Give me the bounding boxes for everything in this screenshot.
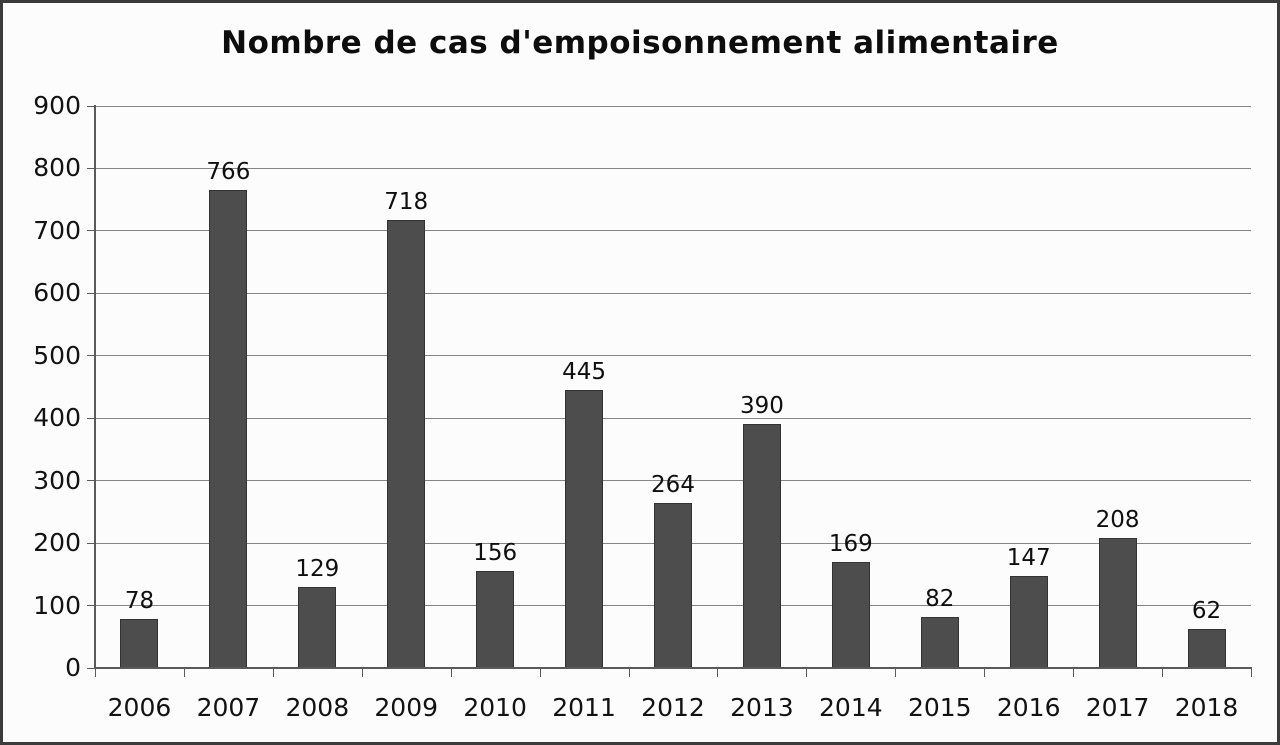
x-axis-label: 2017 xyxy=(1085,693,1150,722)
bar-value-label: 129 xyxy=(295,556,340,583)
x-axis-tick xyxy=(272,668,274,677)
bar-value-label: 390 xyxy=(739,393,784,420)
bar xyxy=(565,390,604,668)
y-axis-label: 800 xyxy=(33,153,81,183)
y-axis-tick xyxy=(87,417,95,419)
gridline xyxy=(95,230,1251,232)
y-axis-label: 200 xyxy=(33,528,81,558)
x-axis-label: 2006 xyxy=(107,693,172,722)
y-axis-tick xyxy=(87,667,95,669)
x-axis-label: 2009 xyxy=(374,693,439,722)
chart-title: Nombre de cas d'empoisonnement alimentai… xyxy=(221,25,1059,61)
x-axis-tick xyxy=(1251,668,1252,677)
y-axis-label: 300 xyxy=(33,465,81,495)
y-axis-label: 100 xyxy=(33,590,81,620)
y-axis-tick xyxy=(87,355,95,357)
bar-value-label: 147 xyxy=(1006,545,1051,572)
x-axis-label: 2015 xyxy=(907,693,972,722)
y-axis-label: 500 xyxy=(33,340,81,370)
bar xyxy=(831,562,870,668)
chart-plot-area: 0 100 200 300 400 500 600 700 800 900 78 2006 766 200… xyxy=(3,3,1277,742)
bar-value-label: 264 xyxy=(651,472,695,499)
bar xyxy=(920,616,959,668)
x-axis-label: 2018 xyxy=(1174,693,1239,722)
gridline xyxy=(95,355,1251,357)
gridline xyxy=(95,292,1251,294)
y-axis-label: 700 xyxy=(33,215,81,245)
y-axis-tick xyxy=(87,167,95,169)
bar-value-label: 62 xyxy=(1191,598,1222,625)
bar-value-label: 78 xyxy=(124,588,155,615)
x-axis-tick xyxy=(183,668,185,677)
gridline xyxy=(95,167,1251,169)
y-axis-line xyxy=(94,105,96,669)
x-axis-tick xyxy=(984,668,986,677)
gridline xyxy=(95,105,1251,107)
x-axis-tick xyxy=(1162,668,1164,677)
bar xyxy=(1098,538,1137,668)
bar-value-label: 445 xyxy=(562,359,607,386)
gridline xyxy=(95,417,1251,419)
y-axis-tick xyxy=(87,480,95,482)
x-axis-label: 2013 xyxy=(730,693,794,722)
gridline xyxy=(95,480,1251,482)
bar xyxy=(298,587,337,668)
bar xyxy=(742,424,781,668)
bar xyxy=(387,219,426,668)
y-axis-label: 400 xyxy=(33,403,81,433)
bar xyxy=(1009,576,1048,668)
x-axis-tick xyxy=(717,668,719,677)
y-axis-tick xyxy=(87,542,95,544)
y-axis-tick xyxy=(87,292,95,294)
x-axis-label: 2011 xyxy=(552,693,616,722)
x-axis-label: 2016 xyxy=(996,693,1061,722)
y-axis-tick xyxy=(87,605,95,607)
y-axis-tick xyxy=(87,105,95,107)
bar xyxy=(1187,629,1226,668)
bar xyxy=(209,189,248,668)
bar-value-label: 766 xyxy=(206,158,251,185)
x-axis-tick xyxy=(450,668,452,677)
bar-value-label: 169 xyxy=(828,531,873,558)
x-axis-label: 2012 xyxy=(641,693,705,722)
x-axis-label: 2014 xyxy=(819,693,883,722)
y-axis-tick xyxy=(87,230,95,232)
x-axis-tick xyxy=(806,668,808,677)
x-axis-tick xyxy=(95,668,96,677)
x-axis-line xyxy=(94,667,1252,669)
x-axis-tick xyxy=(628,668,630,677)
bar xyxy=(476,570,515,668)
bar-value-label: 718 xyxy=(384,188,429,215)
x-axis-label: 2008 xyxy=(285,693,350,722)
y-axis-label: 0 xyxy=(65,653,81,682)
x-axis-tick xyxy=(539,668,541,677)
bar-value-label: 156 xyxy=(473,539,518,566)
x-axis-tick xyxy=(895,668,897,677)
bar-value-label: 82 xyxy=(925,585,955,612)
bar-value-label: 208 xyxy=(1095,507,1140,534)
x-axis-label: 2007 xyxy=(196,693,261,722)
y-axis-label: 600 xyxy=(33,278,81,308)
bar xyxy=(120,619,159,668)
x-axis-tick xyxy=(1073,668,1075,677)
x-axis-tick xyxy=(361,668,363,677)
y-axis-label: 900 xyxy=(33,91,81,120)
x-axis-label: 2010 xyxy=(463,693,527,722)
bar xyxy=(654,503,692,668)
